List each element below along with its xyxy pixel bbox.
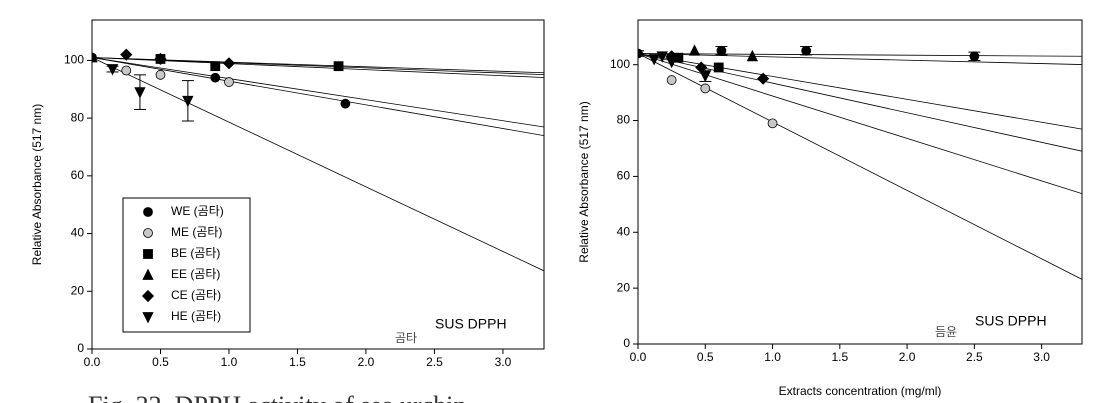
marker [154,52,167,66]
legend-label: BE (곰타) [171,246,220,260]
trend-line [638,53,1082,195]
trend-line [638,53,1082,65]
marker [767,118,778,129]
marker [224,77,234,87]
trend-line [92,57,544,78]
marker [746,49,759,62]
marker [801,45,812,56]
marker [121,65,132,76]
marker [155,69,166,80]
x-axis-label: Extracts concentration (mg/ml) [779,384,942,398]
trend-line [92,57,544,137]
x-tick-label: 2.5 [426,355,443,369]
marker [638,48,643,59]
legend-marker [143,228,153,238]
trend-line [92,57,544,272]
legend-marker [142,268,154,280]
y-tick-label: 100 [610,57,630,71]
y-tick-label: 20 [617,280,631,294]
x-tick-label: 0.0 [84,355,101,369]
marker [120,48,133,61]
trend-line [92,57,544,128]
trend-line [638,53,1082,152]
y-axis-label: Relative Absorbance (517 nm) [577,101,591,262]
marker [665,56,678,69]
marker [969,51,980,62]
y-tick-label: 0 [77,341,84,355]
legend-marker [143,249,153,259]
legend-marker [143,207,153,217]
trend-line [638,53,1082,280]
y-tick-label: 100 [64,53,84,67]
x-tick-label: 2.0 [899,350,916,364]
marker [716,45,727,56]
x-tick-label: 0.0 [630,350,647,364]
annotation: SUS DPPH [435,316,507,332]
trend-line [92,57,544,74]
marker [656,51,668,63]
y-axis-label: Relative Absorbance (517 nm) [30,104,44,265]
marker [699,70,711,83]
x-tick-label: 1.0 [221,355,238,369]
legend-label: EE (곰타) [171,267,220,281]
annotation-mark: 곰타 [395,331,417,345]
plot-frame [91,19,545,350]
marker [333,61,344,72]
marker [210,61,221,72]
legend-label: CE (곰타) [171,288,221,302]
legend-marker [141,289,155,303]
marker [134,87,146,99]
caption: Fig. 32. DPPH activity of sea urchin [88,391,466,403]
trend-line [638,53,1082,57]
marker [106,64,119,76]
x-tick-label: 3.0 [495,355,512,369]
legend-label: ME (곰타) [171,225,222,239]
x-tick-label: 3.0 [1033,350,1050,364]
legend-label: HE (곰타) [171,309,221,323]
marker [222,57,236,70]
marker [92,51,98,63]
annotation-mark: 듬윤 [935,325,957,339]
x-tick-label: 1.0 [764,350,781,364]
marker [700,83,711,94]
y-tick-label: 80 [617,113,631,127]
plot-frame [637,19,1083,345]
legend-label: WE (곰타) [171,204,224,218]
annotation: SUS DPPH [975,313,1047,329]
y-tick-label: 20 [71,283,85,297]
y-tick-label: 40 [617,224,631,238]
y-tick-label: 40 [71,226,85,240]
plot [638,44,1082,280]
trend-line [638,53,1082,130]
x-tick-label: 0.5 [152,355,169,369]
x-tick-label: 2.0 [358,355,375,369]
y-tick-label: 60 [617,169,631,183]
marker [648,54,660,66]
x-tick-label: 0.5 [697,350,714,364]
marker [340,98,351,109]
legend-box [122,197,251,333]
x-tick-label: 1.5 [289,355,306,369]
marker [688,44,701,56]
x-tick-label: 2.5 [966,350,983,364]
marker [182,95,194,108]
y-tick-label: 0 [623,336,630,350]
y-tick-label: 80 [71,110,85,124]
marker [210,72,221,83]
legend-marker [142,312,154,324]
marker [713,62,724,73]
marker [757,72,770,85]
marker [666,75,677,85]
plot [92,48,544,272]
x-tick-label: 1.5 [831,350,848,364]
y-tick-label: 60 [71,168,85,182]
